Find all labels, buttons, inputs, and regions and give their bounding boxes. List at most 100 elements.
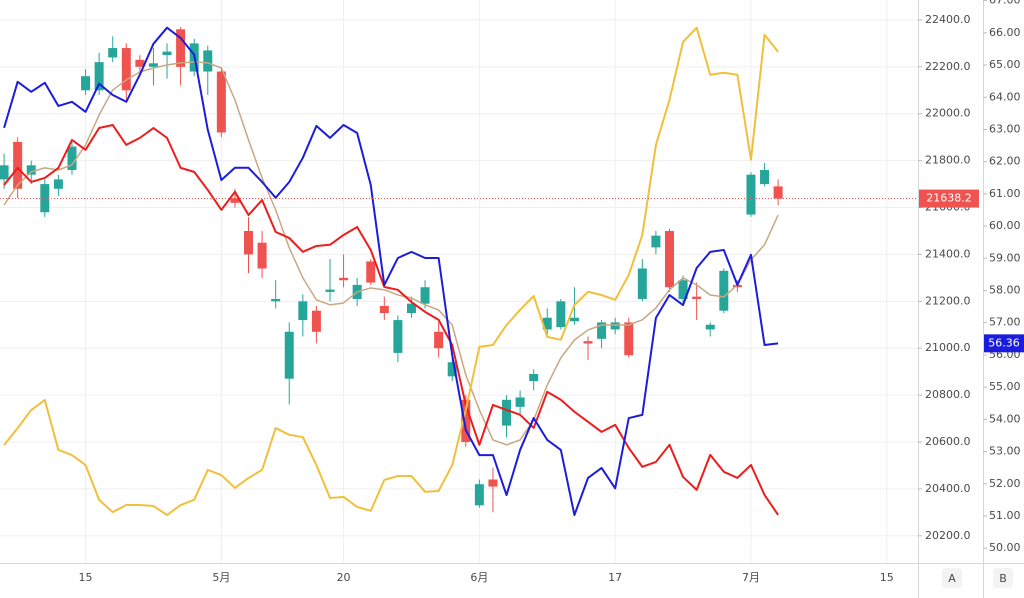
x-tick-label: 15 (79, 571, 93, 584)
candle-body (624, 322, 634, 356)
candle-body (393, 320, 403, 353)
candle-body (81, 76, 91, 91)
candle-body (488, 479, 498, 487)
y2-tick-label: 50.00 (989, 541, 1021, 554)
line-series (3, 26, 779, 517)
y-tick-label: 21000.0 (925, 341, 971, 354)
candle-body (148, 63, 158, 67)
axis-button-label: B (999, 572, 1007, 585)
candle-body (583, 341, 593, 344)
candle-body (651, 235, 661, 248)
last-price-box (919, 189, 979, 208)
candle-body (379, 306, 389, 314)
candle-body (637, 268, 647, 299)
y2-tick-label: 61.00 (989, 187, 1021, 200)
candle-body (94, 62, 104, 91)
candle-body (216, 71, 226, 133)
y-tick-label: 21800.0 (925, 154, 971, 167)
y2-tick-label: 67.00 (989, 0, 1021, 7)
candle-body (569, 317, 579, 322)
candle-body (732, 284, 742, 288)
candle-body (474, 484, 484, 506)
x-tick-label: 5月 (212, 571, 230, 584)
candle-body (26, 165, 36, 175)
axis-button-label: A (948, 572, 956, 585)
y2-tick-label: 63.00 (989, 122, 1021, 135)
candle-body (529, 374, 539, 382)
candle-body (298, 301, 308, 321)
y2-tick-label: 66.00 (989, 26, 1021, 39)
y2-tick-label: 58.00 (989, 284, 1021, 297)
y-tick-label: 21400.0 (925, 247, 971, 260)
candle-body (284, 331, 294, 379)
y-tick-label: 22200.0 (925, 60, 971, 73)
candle-body (542, 317, 552, 330)
y-tick-label: 20600.0 (925, 435, 971, 448)
candle-body (760, 170, 770, 185)
candle-body (597, 322, 607, 339)
candle-body (230, 198, 240, 203)
candle-body (339, 277, 349, 281)
y-tick-label: 21200.0 (925, 294, 971, 307)
y-tick-label: 22000.0 (925, 107, 971, 120)
axis-button[interactable] (942, 568, 962, 588)
x-tick-label: 20 (337, 571, 351, 584)
candle-body (556, 301, 566, 328)
candle-body (162, 51, 172, 56)
candle-body (678, 280, 688, 299)
candle-body (610, 322, 620, 330)
candle-body (40, 184, 50, 213)
candle-body (434, 331, 444, 349)
last-value-box (984, 334, 1024, 353)
axis-button[interactable] (993, 568, 1013, 588)
candle-body (502, 399, 512, 426)
candle-body (13, 141, 23, 189)
y2-tick-label: 53.00 (989, 445, 1021, 458)
y2-tick-label: 54.00 (989, 412, 1021, 425)
x-tick-label: 6月 (470, 571, 488, 584)
candle-body (176, 29, 186, 67)
line-series (3, 123, 779, 516)
candle-body (420, 287, 430, 304)
candle-body (705, 324, 715, 330)
candle-body (135, 59, 145, 67)
y-tick-label: 20800.0 (925, 388, 971, 401)
y2-tick-label: 57.00 (989, 316, 1021, 329)
candle-body (244, 230, 254, 255)
candle-body (773, 186, 783, 199)
candle-body (53, 179, 63, 189)
candle-body (515, 397, 525, 407)
last-price-label: 21638.2 (926, 192, 972, 205)
y2-tick-label: 65.00 (989, 58, 1021, 71)
candle-body (692, 296, 702, 299)
candle-body (325, 289, 335, 292)
candle-body (746, 174, 756, 215)
y2-tick-label: 51.00 (989, 509, 1021, 522)
candle-body (719, 270, 729, 311)
candle-body (664, 230, 674, 288)
y-tick-label: 20400.0 (925, 482, 971, 495)
x-tick-label: 7月 (742, 571, 760, 584)
candle-body (121, 48, 131, 91)
candle-body (311, 310, 321, 332)
y2-tick-label: 55.00 (989, 380, 1021, 393)
y2-tick-label: 59.00 (989, 251, 1021, 264)
y2-tick-label: 64.00 (989, 90, 1021, 103)
y-tick-label: 20200.0 (925, 529, 971, 542)
candle-body (203, 50, 213, 72)
candle-body (0, 165, 9, 180)
y2-tick-label: 52.00 (989, 477, 1021, 490)
candle-body (461, 399, 471, 443)
x-tick-label: 15 (880, 571, 894, 584)
candle-body (447, 362, 457, 377)
candle-body (108, 48, 118, 58)
y2-tick-label: 62.00 (989, 155, 1021, 168)
line-series (3, 26, 779, 517)
candle-body (366, 261, 376, 283)
candle-body (406, 303, 416, 314)
candle-body (257, 242, 267, 269)
x-tick-label: 17 (608, 571, 622, 584)
candle-body (271, 298, 281, 302)
